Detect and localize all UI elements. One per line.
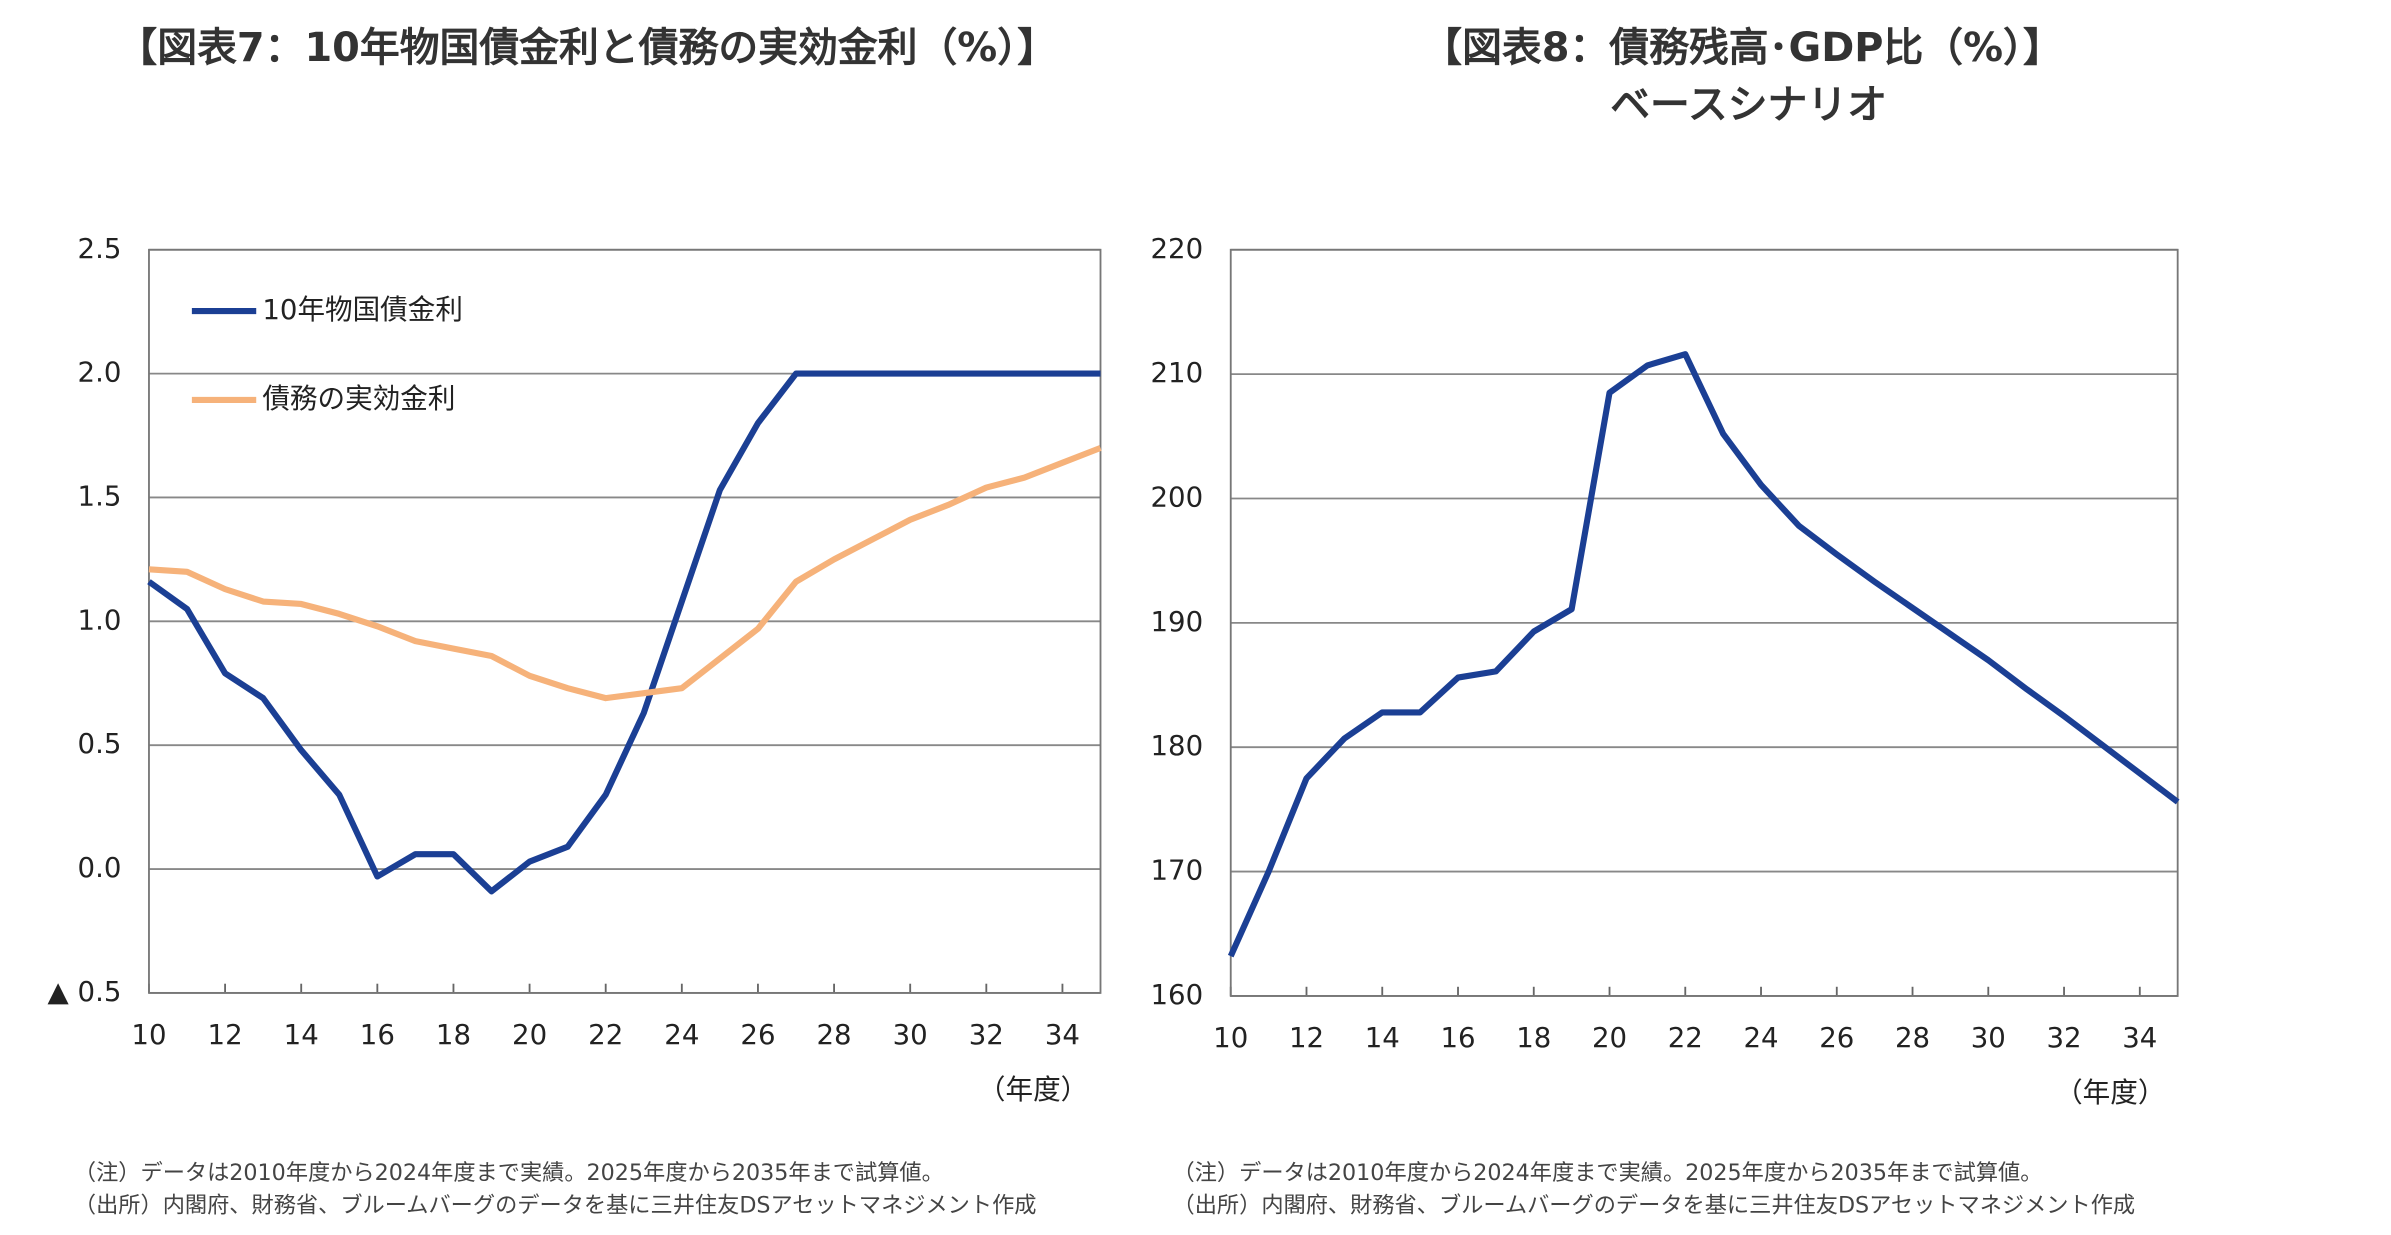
x-tick-label: 20	[1592, 1021, 1627, 1054]
x-tick-label: 16	[360, 1018, 395, 1051]
plot-frame	[148, 248, 1102, 994]
x-tick-label: 28	[817, 1018, 852, 1051]
y-tick-label: 190	[1151, 605, 1204, 638]
series-line	[147, 370, 1101, 895]
y-tick-label: 200	[1151, 480, 1204, 513]
x-tick-label: 14	[284, 1018, 319, 1051]
x-tick-label: 34	[2122, 1021, 2157, 1054]
series-line	[148, 445, 1102, 702]
chart-title: 【図表8：債務残高･GDP比（%）】	[1422, 25, 2063, 71]
note: （注）データは2010年度から2024年度まで実績。2025年度から2035年ま…	[1173, 1160, 2043, 1186]
x-tick-label: 18	[1516, 1021, 1551, 1054]
x-tick-label: 28	[1895, 1021, 1930, 1054]
x-tick-label: 32	[969, 1018, 1004, 1051]
y-tick-label: 1.0	[78, 603, 122, 636]
x-tick-label: 34	[1045, 1018, 1080, 1051]
note: （注）データは2010年度から2024年度まで実績。2025年度から2035年ま…	[74, 1160, 944, 1186]
y-tick-label: 170	[1151, 854, 1204, 887]
y-tick-label: 0.5	[78, 727, 122, 760]
note: （出所）内閣府、財務省、ブルームバーグのデータを基に三井住友DSアセットマネジメ…	[74, 1192, 1037, 1218]
x-tick-label: 32	[2046, 1021, 2081, 1054]
series-line	[1227, 351, 2180, 958]
x-tick-label: 18	[436, 1018, 471, 1051]
x-tick-label: 22	[1668, 1021, 1703, 1054]
y-tick-label: ▲ 0.5	[48, 975, 122, 1008]
y-tick-label: 0.0	[78, 851, 122, 884]
chart-title: 【図表7：10年物国債金利と債務の実効金利（%）】	[117, 25, 1057, 71]
note: （出所）内閣府、財務省、ブルームバーグのデータを基に三井住友DSアセットマネジメ…	[1173, 1192, 2136, 1218]
chart-subtitle: ベースシナリオ	[1610, 82, 1887, 128]
y-tick-label: 160	[1151, 978, 1204, 1011]
x-axis-label: （年度）	[2055, 1076, 2165, 1109]
x-tick-label: 16	[1440, 1021, 1475, 1054]
x-tick-label: 22	[588, 1018, 623, 1051]
y-tick-label: 180	[1151, 729, 1204, 762]
x-axis-label: （年度）	[978, 1073, 1088, 1106]
x-tick-label: 10	[1213, 1021, 1248, 1054]
y-tick-label: 2.0	[78, 356, 122, 389]
x-tick-label: 26	[1819, 1021, 1854, 1054]
y-tick-label: 210	[1151, 356, 1204, 389]
x-tick-label: 12	[1289, 1021, 1324, 1054]
legend-label: 債務の実効金利	[262, 382, 455, 415]
x-tick-label: 24	[664, 1018, 699, 1051]
y-tick-label: 2.5	[78, 232, 122, 265]
x-tick-label: 30	[893, 1018, 928, 1051]
plot-frame	[1229, 248, 2179, 997]
x-tick-label: 10	[131, 1018, 166, 1051]
x-tick-label: 12	[208, 1018, 243, 1051]
legend-label: 10年物国債金利	[262, 293, 463, 326]
y-tick-label: 1.5	[78, 479, 122, 512]
x-tick-label: 14	[1365, 1021, 1400, 1054]
x-tick-label: 30	[1971, 1021, 2006, 1054]
x-tick-label: 20	[512, 1018, 547, 1051]
x-tick-label: 26	[740, 1018, 775, 1051]
y-tick-label: 220	[1151, 232, 1204, 265]
x-tick-label: 24	[1743, 1021, 1778, 1054]
